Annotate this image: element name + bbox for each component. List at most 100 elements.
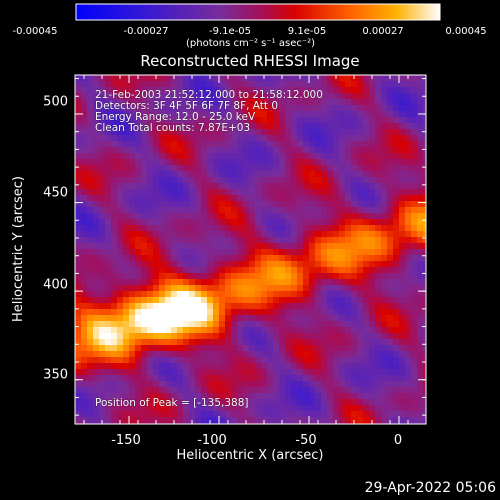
heatmap-cell bbox=[231, 243, 237, 249]
heatmap-cell bbox=[237, 207, 243, 213]
heatmap-cell bbox=[93, 321, 99, 327]
heatmap-cell bbox=[405, 159, 411, 165]
heatmap-cell bbox=[183, 231, 189, 237]
heatmap-cell bbox=[345, 105, 351, 111]
heatmap-cell bbox=[165, 117, 171, 123]
heatmap-cell bbox=[291, 237, 297, 243]
heatmap-cell bbox=[165, 225, 171, 231]
heatmap-cell bbox=[207, 273, 213, 279]
heatmap-cell bbox=[159, 363, 165, 369]
heatmap-cell bbox=[393, 213, 399, 219]
heatmap-cell bbox=[285, 393, 291, 399]
heatmap-cell bbox=[231, 123, 237, 129]
heatmap-cell bbox=[267, 291, 273, 297]
heatmap-cell bbox=[345, 261, 351, 267]
heatmap-cell bbox=[177, 75, 183, 81]
heatmap-cell bbox=[255, 249, 261, 255]
heatmap-cell bbox=[351, 345, 357, 351]
heatmap-cell bbox=[123, 159, 129, 165]
heatmap-cell bbox=[381, 225, 387, 231]
heatmap-cell bbox=[339, 369, 345, 375]
heatmap-cell bbox=[345, 327, 351, 333]
heatmap-cell bbox=[123, 111, 129, 117]
heatmap-cell bbox=[351, 153, 357, 159]
heatmap-cell bbox=[135, 111, 141, 117]
heatmap-cell bbox=[423, 99, 426, 105]
heatmap-cell bbox=[297, 183, 303, 189]
heatmap-cell bbox=[111, 165, 117, 171]
heatmap-cell bbox=[105, 237, 111, 243]
heatmap-cell bbox=[423, 327, 426, 333]
heatmap-cell bbox=[207, 129, 213, 135]
heatmap-cell bbox=[327, 345, 333, 351]
heatmap-cell bbox=[231, 381, 237, 387]
heatmap-cell bbox=[339, 315, 345, 321]
heatmap-cell bbox=[105, 219, 111, 225]
heatmap-cell bbox=[93, 363, 99, 369]
heatmap-cell bbox=[105, 177, 111, 183]
heatmap-cell bbox=[411, 411, 417, 417]
heatmap-cell bbox=[165, 255, 171, 261]
heatmap-cell bbox=[87, 75, 93, 81]
heatmap-cell bbox=[291, 297, 297, 303]
heatmap-cell bbox=[135, 387, 141, 393]
heatmap-cell bbox=[291, 141, 297, 147]
heatmap-cell bbox=[267, 177, 273, 183]
heatmap-cell bbox=[423, 369, 426, 375]
heatmap-cell bbox=[207, 285, 213, 291]
heatmap-cell bbox=[261, 345, 267, 351]
heatmap-cell bbox=[291, 417, 297, 423]
heatmap-cell bbox=[165, 345, 171, 351]
heatmap-cell bbox=[369, 363, 375, 369]
heatmap-cell bbox=[249, 99, 255, 105]
heatmap-cell bbox=[189, 237, 195, 243]
heatmap-cell bbox=[183, 123, 189, 129]
heatmap-cell bbox=[345, 123, 351, 129]
heatmap-cell bbox=[183, 87, 189, 93]
heatmap-cell bbox=[399, 195, 405, 201]
heatmap-cell bbox=[165, 303, 171, 309]
heatmap-cell bbox=[285, 273, 291, 279]
heatmap-cell bbox=[411, 141, 417, 147]
heatmap-cell bbox=[81, 231, 87, 237]
heatmap-cell bbox=[93, 237, 99, 243]
heatmap-cell bbox=[351, 171, 357, 177]
heatmap-cell bbox=[237, 309, 243, 315]
heatmap-cell bbox=[249, 207, 255, 213]
heatmap-cell bbox=[345, 213, 351, 219]
heatmap-cell bbox=[93, 117, 99, 123]
heatmap-cell bbox=[189, 369, 195, 375]
heatmap-cell bbox=[369, 135, 375, 141]
heatmap-cell bbox=[237, 255, 243, 261]
heatmap-cell bbox=[375, 111, 381, 117]
heatmap-cell bbox=[141, 297, 147, 303]
heatmap-cell bbox=[201, 117, 207, 123]
heatmap-cell bbox=[99, 117, 105, 123]
heatmap-cell bbox=[297, 207, 303, 213]
heatmap-cell bbox=[87, 363, 93, 369]
heatmap-cell bbox=[117, 273, 123, 279]
heatmap-cell bbox=[159, 207, 165, 213]
heatmap-cell bbox=[231, 153, 237, 159]
heatmap-cell bbox=[261, 177, 267, 183]
heatmap-cell bbox=[153, 189, 159, 195]
heatmap-cell bbox=[255, 153, 261, 159]
heatmap-cell bbox=[195, 225, 201, 231]
heatmap-cell bbox=[147, 189, 153, 195]
heatmap-cell bbox=[237, 339, 243, 345]
heatmap-cell bbox=[345, 375, 351, 381]
heatmap-cell bbox=[345, 207, 351, 213]
heatmap-cell bbox=[213, 291, 219, 297]
heatmap-cell bbox=[261, 399, 267, 405]
heatmap-cell bbox=[345, 399, 351, 405]
heatmap-cell bbox=[381, 363, 387, 369]
heatmap-cell bbox=[399, 105, 405, 111]
heatmap-cell bbox=[321, 177, 327, 183]
heatmap-cell bbox=[411, 237, 417, 243]
heatmap-cell bbox=[267, 165, 273, 171]
heatmap-cell bbox=[171, 207, 177, 213]
heatmap-cell bbox=[279, 177, 285, 183]
heatmap-cell bbox=[195, 405, 201, 411]
heatmap-cell bbox=[423, 243, 426, 249]
heatmap-cell bbox=[369, 153, 375, 159]
